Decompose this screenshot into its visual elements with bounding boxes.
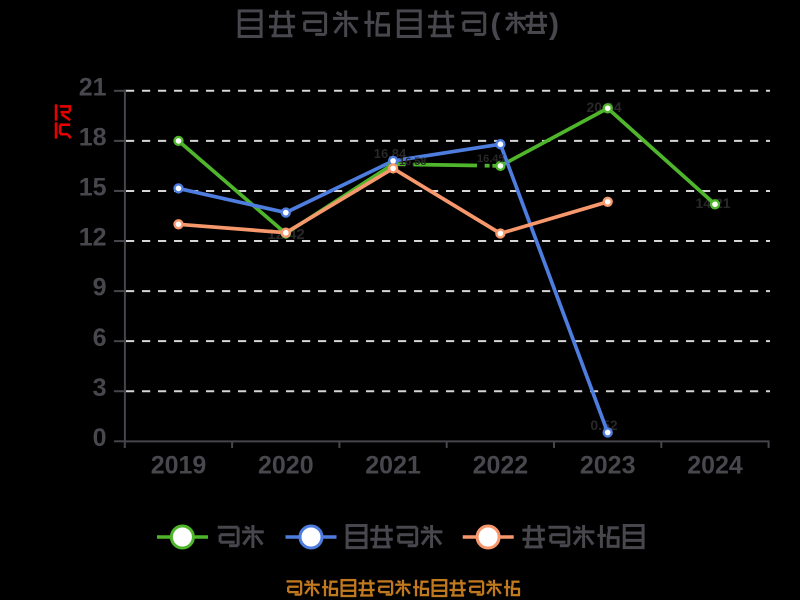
svg-text:2024: 2024	[687, 452, 743, 480]
svg-text:16.58: 16.58	[399, 156, 427, 168]
svg-text:16.84: 16.84	[374, 146, 407, 161]
svg-text:21: 21	[79, 73, 107, 101]
svg-text:6: 6	[93, 324, 107, 352]
svg-text:12: 12	[79, 224, 107, 252]
svg-text:(: (	[491, 8, 501, 41]
svg-text:3: 3	[93, 374, 107, 402]
svg-text:2021: 2021	[365, 452, 421, 480]
svg-text:2019: 2019	[151, 452, 207, 480]
svg-text:2023: 2023	[580, 452, 636, 480]
svg-text:9: 9	[93, 274, 107, 302]
svg-text:15: 15	[79, 174, 107, 202]
svg-text:0: 0	[93, 424, 107, 452]
svg-text:16.45: 16.45	[477, 153, 505, 165]
svg-text:): )	[549, 8, 559, 41]
svg-text:2020: 2020	[258, 452, 314, 480]
svg-text:2022: 2022	[473, 452, 529, 480]
svg-text:18: 18	[79, 124, 107, 152]
